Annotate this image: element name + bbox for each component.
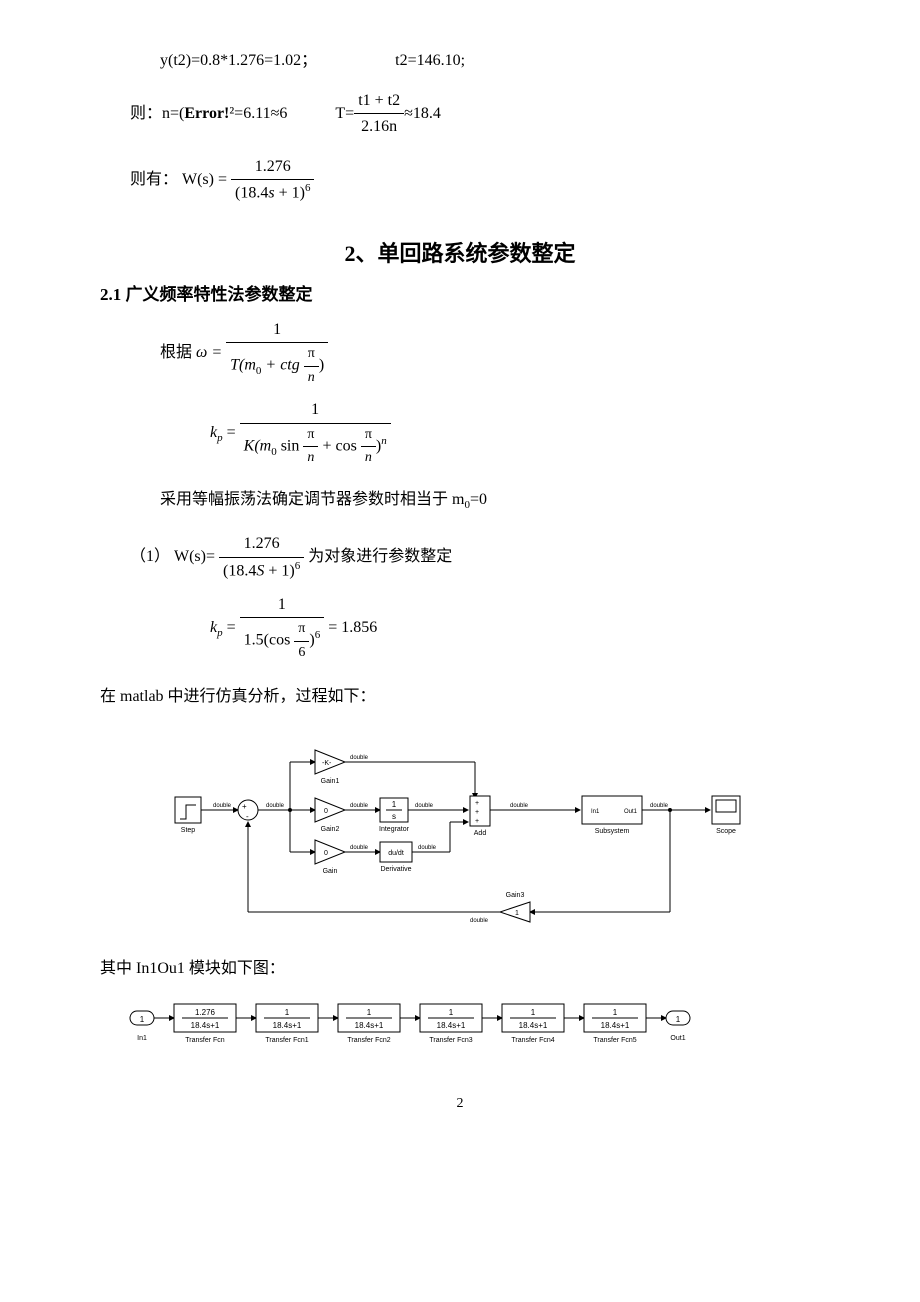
svg-text:+: + (475, 818, 479, 825)
svg-text:Gain2: Gain2 (321, 826, 340, 833)
svg-text:18.4s+1: 18.4s+1 (519, 1021, 548, 1030)
svg-text:Gain: Gain (323, 868, 338, 875)
svg-text:Transfer Fcn4: Transfer Fcn4 (511, 1037, 554, 1044)
svg-text:double: double (418, 845, 437, 851)
svg-text:+: + (475, 800, 479, 807)
svg-text:Add: Add (474, 830, 487, 837)
ws-den: (18.4s + 1)6 (231, 180, 314, 206)
T-num: t1 + t2 (354, 88, 404, 115)
svg-text:Integrator: Integrator (379, 826, 410, 833)
eq-yt2-line: y(t2)=0.8*1.276=1.02； t2=146.10; (100, 48, 820, 74)
svg-text:Scope: Scope (716, 828, 736, 835)
svg-text:1: 1 (515, 910, 519, 917)
svg-text:Transfer Fcn: Transfer Fcn (185, 1037, 225, 1044)
n-prefix: 则：n=( (130, 104, 184, 121)
svg-text:1: 1 (531, 1008, 536, 1017)
ws-num: 1.276 (231, 154, 314, 181)
svg-text:double: double (510, 803, 529, 809)
svg-text:double: double (350, 755, 369, 761)
svg-text:1: 1 (392, 800, 397, 809)
svg-text:+: + (475, 809, 479, 816)
kp-line: kp = 1 K(m0 sin πn + cos πn)n (100, 397, 820, 469)
omega-eq: ω = 1 T(m0 + ctg πn) (196, 317, 328, 389)
svg-text:0: 0 (324, 850, 328, 857)
svg-text:Derivative: Derivative (380, 866, 411, 873)
svg-text:double: double (350, 845, 369, 851)
svg-text:1: 1 (140, 1015, 145, 1024)
kp2-line: kp = 1 1.5(cos π6)6 = 1.856 (100, 592, 820, 664)
svg-text:Transfer Fcn5: Transfer Fcn5 (593, 1037, 636, 1044)
svg-text:Transfer Fcn3: Transfer Fcn3 (429, 1037, 472, 1044)
genju: 根据 (160, 344, 192, 361)
svg-text:s: s (392, 812, 396, 821)
page-number: 2 (100, 1093, 820, 1115)
svg-text:In1: In1 (591, 809, 600, 815)
omega-line: 根据 ω = 1 T(m0 + ctg πn) (100, 317, 820, 389)
kp-eq: kp = 1 K(m0 sin πn + cos πn)n (210, 397, 391, 469)
svg-text:double: double (213, 803, 232, 809)
simulink-sub-diagram: 1In11.27618.4s+1Transfer Fcn118.4s+1Tran… (120, 993, 800, 1063)
in1ou1-text: 其中 In1Ou1 模块如下图： (100, 956, 820, 982)
svg-text:Subsystem: Subsystem (595, 828, 630, 835)
eq-ws-line: 则有： W(s) = 1.276 (18.4s + 1)6 (100, 154, 820, 207)
svg-text:1: 1 (676, 1015, 681, 1024)
svg-text:double: double (415, 803, 434, 809)
svg-text:0: 0 (324, 808, 328, 815)
svg-text:double: double (266, 803, 285, 809)
error-text: Error! (184, 104, 229, 121)
svg-text:Gain3: Gain3 (506, 892, 525, 899)
svg-text:18.4s+1: 18.4s+1 (273, 1021, 302, 1030)
svg-text:-: - (246, 812, 249, 821)
svg-text:Out1: Out1 (624, 809, 638, 815)
svg-text:18.4s+1: 18.4s+1 (355, 1021, 384, 1030)
svg-text:Gain1: Gain1 (321, 778, 340, 785)
m0-line: 采用等幅振荡法确定调节器参数时相当于 m0=0 (100, 487, 820, 515)
svg-text:18.4s+1: 18.4s+1 (437, 1021, 466, 1030)
step-label: Step (181, 827, 196, 834)
item1-frac: 1.276 (18.4S + 1)6 (219, 531, 304, 584)
svg-text:double: double (650, 803, 669, 809)
svg-text:In1: In1 (137, 1035, 147, 1042)
svg-text:-K-: -K- (322, 760, 332, 767)
svg-text:du/dt: du/dt (388, 850, 404, 857)
eq-t2: t2=146.10; (395, 52, 465, 69)
T-eq: T=t1 + t22.16n≈18.4 (335, 88, 441, 140)
svg-text:1: 1 (285, 1008, 290, 1017)
T-den: 2.16n (354, 114, 404, 140)
matlab-text: 在 matlab 中进行仿真分析，过程如下： (100, 684, 820, 710)
T-suffix: ≈18.4 (404, 104, 441, 121)
svg-text:double: double (470, 918, 489, 924)
ws-prefix: 则有： W(s) = (130, 171, 231, 188)
svg-text:1: 1 (449, 1008, 454, 1017)
svg-text:Out1: Out1 (670, 1035, 685, 1042)
ws-frac: 1.276 (18.4s + 1)6 (231, 154, 314, 207)
simulink-main-diagram: Step double + - double -K- Gain1 double … (150, 722, 770, 942)
eq-yt2: y(t2)=0.8*1.276=1.02； (160, 52, 317, 69)
T-prefix: T= (335, 104, 354, 121)
svg-text:1: 1 (613, 1008, 618, 1017)
subsection-title: 2.1 广义频率特性法参数整定 (100, 281, 820, 308)
svg-text:+: + (242, 802, 247, 811)
n-suffix: ²=6.11≈6 (229, 104, 287, 121)
svg-text:Transfer Fcn2: Transfer Fcn2 (347, 1037, 390, 1044)
eq-n-line: 则：n=(Error!²=6.11≈6 T=t1 + t22.16n≈18.4 (100, 88, 820, 140)
svg-text:18.4s+1: 18.4s+1 (191, 1021, 220, 1030)
item1-line: （1） W(s)= 1.276 (18.4S + 1)6 为对象进行参数整定 (100, 531, 820, 584)
svg-text:Transfer Fcn1: Transfer Fcn1 (265, 1037, 308, 1044)
svg-text:1: 1 (367, 1008, 372, 1017)
section-title: 2、单回路系统参数整定 (100, 236, 820, 271)
svg-text:double: double (350, 803, 369, 809)
svg-text:18.4s+1: 18.4s+1 (601, 1021, 630, 1030)
svg-text:1.276: 1.276 (195, 1008, 216, 1017)
